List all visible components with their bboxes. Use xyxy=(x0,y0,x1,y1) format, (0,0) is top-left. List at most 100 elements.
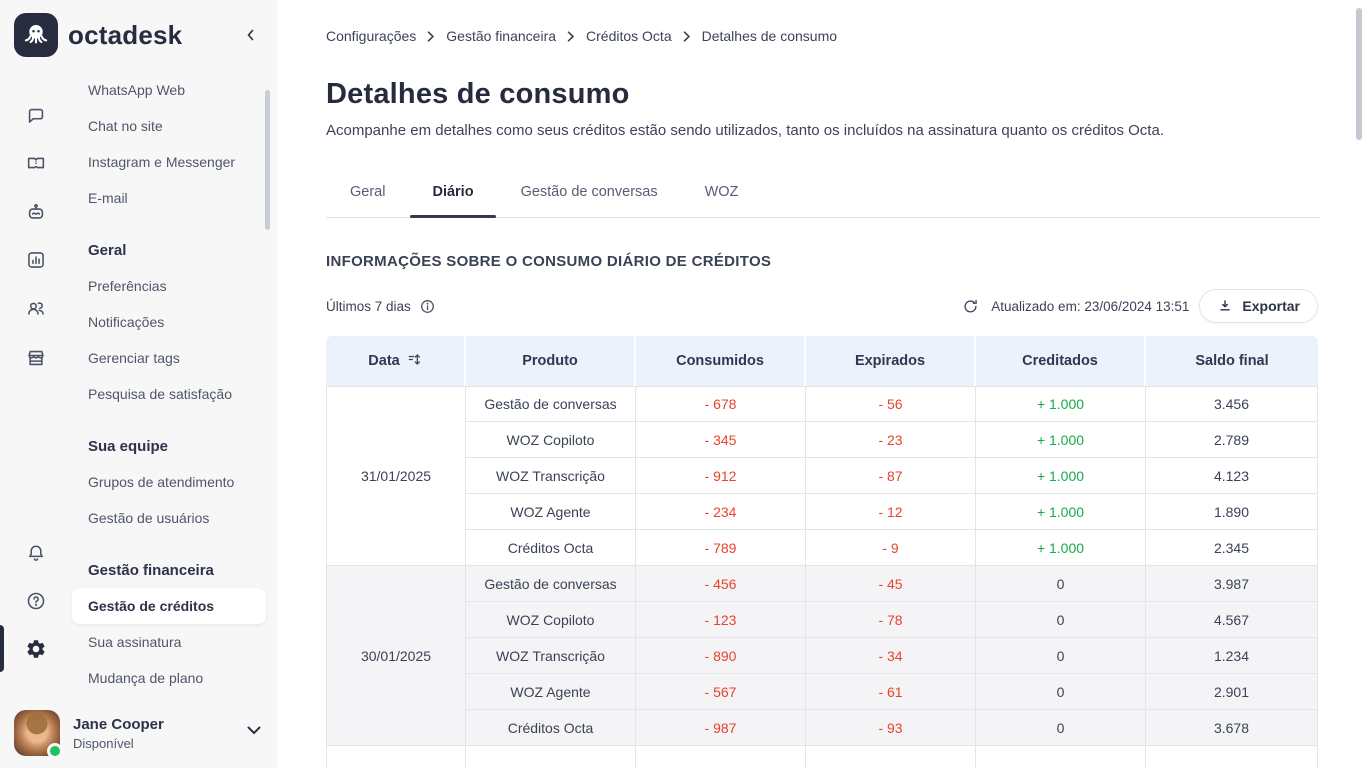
balance-cell: 1.890 xyxy=(1146,494,1318,530)
product-cell: WOZ Transcrição xyxy=(466,458,636,494)
sidebar-item[interactable]: WhatsApp Web xyxy=(88,82,186,98)
column-header-consumidos: Consumidos xyxy=(636,336,806,386)
balance-cell: 3.456 xyxy=(1146,386,1318,422)
sidebar-item[interactable]: Gestão de créditos xyxy=(72,588,266,624)
sidebar-item[interactable]: Notificações xyxy=(88,314,165,330)
consumed-cell: - 912 xyxy=(636,458,806,494)
chevron-down-icon[interactable] xyxy=(246,724,262,742)
sidebar-item[interactable]: Gerenciar tags xyxy=(88,350,180,366)
consumed-cell xyxy=(636,746,806,768)
nav-contacts-icon[interactable] xyxy=(25,297,47,319)
table-row: WOZ Agente - 234- 12 + 1.000 1.890 xyxy=(326,494,1318,530)
sidebar-item[interactable]: Mudança de plano xyxy=(88,670,204,686)
date-cell xyxy=(326,746,466,768)
table-row xyxy=(326,746,1318,768)
nav-chat-icon[interactable] xyxy=(25,105,47,127)
date-cell: 31/01/2025 xyxy=(326,386,466,566)
tab-diário[interactable]: Diário xyxy=(410,173,496,218)
sidebar-section-heading: Geral xyxy=(88,241,127,259)
sidebar-collapse-button[interactable] xyxy=(244,27,256,48)
product-cell: Gestão de conversas xyxy=(466,566,636,602)
expired-cell: - 9 xyxy=(806,530,976,566)
column-header-data[interactable]: Data xyxy=(326,336,466,386)
consumed-cell: - 987 xyxy=(636,710,806,746)
period-label: Últimos 7 dias xyxy=(326,298,436,315)
user-menu[interactable]: Jane Cooper Disponível xyxy=(0,698,278,768)
nav-store-icon[interactable] xyxy=(25,347,47,369)
balance-cell: 2.345 xyxy=(1146,530,1318,566)
expired-cell: - 87 xyxy=(806,458,976,494)
sidebar-section-heading: Sua equipe xyxy=(88,437,169,455)
breadcrumb-item[interactable]: Configurações xyxy=(326,28,417,44)
tab-gestão-de-conversas[interactable]: Gestão de conversas xyxy=(520,184,658,200)
credited-cell: 0 xyxy=(976,710,1146,746)
column-header-label: Data xyxy=(368,352,421,371)
user-status: Disponível xyxy=(73,735,134,751)
breadcrumb-separator-icon xyxy=(427,31,435,42)
credited-cell: + 1.000 xyxy=(976,458,1146,494)
column-header-label: Consumidos xyxy=(676,353,764,369)
table-row: Créditos Octa - 987- 93 0 3.678 xyxy=(326,710,1318,746)
nav-robot-icon[interactable] xyxy=(25,201,47,223)
consumed-cell: - 567 xyxy=(636,674,806,710)
sidebar-item[interactable]: Instagram e Messenger xyxy=(88,154,236,170)
product-cell: Créditos Octa xyxy=(466,710,636,746)
settings-menu: WhatsApp Web Chat no site Instagram e Mess… xyxy=(0,80,278,696)
table-row: WOZ Agente - 567- 61 0 2.901 xyxy=(326,674,1318,710)
balance-cell: 1.234 xyxy=(1146,638,1318,674)
sidebar-scrollbar[interactable] xyxy=(265,90,270,230)
credited-cell: 0 xyxy=(976,602,1146,638)
sidebar-item[interactable]: E-mail xyxy=(88,190,128,206)
expired-cell: - 12 xyxy=(806,494,976,530)
product-cell: WOZ Copiloto xyxy=(466,602,636,638)
balance-cell: 4.567 xyxy=(1146,602,1318,638)
status-dot xyxy=(47,743,63,759)
nav-ticket-icon[interactable] xyxy=(25,152,47,174)
page-title: Detalhes de consumo xyxy=(326,78,630,110)
consumed-cell: - 456 xyxy=(636,566,806,602)
sidebar: octadesk xyxy=(0,0,278,768)
octopus-icon xyxy=(24,25,48,44)
consumed-cell: - 789 xyxy=(636,530,806,566)
nav-reports-icon[interactable] xyxy=(25,249,47,271)
tab-woz[interactable]: WOZ xyxy=(704,184,739,200)
breadcrumb-item[interactable]: Créditos Octa xyxy=(586,28,672,44)
refresh-button[interactable] xyxy=(962,298,979,315)
balance-cell: 3.678 xyxy=(1146,710,1318,746)
product-cell xyxy=(466,746,636,768)
balance-cell: 3.987 xyxy=(1146,566,1318,602)
sidebar-item[interactable]: Pesquisa de satisfação xyxy=(88,386,232,402)
nav-help-icon[interactable] xyxy=(25,590,47,612)
table-row: WOZ Transcrição - 912- 87 + 1.000 4.123 xyxy=(326,458,1318,494)
expired-cell xyxy=(806,746,976,768)
sort-icon[interactable] xyxy=(407,352,422,371)
credited-cell: + 1.000 xyxy=(976,386,1146,422)
credited-cell: + 1.000 xyxy=(976,494,1146,530)
sidebar-section-heading: Gestão financeira xyxy=(88,561,214,579)
sidebar-item[interactable]: Gestão de usuários xyxy=(88,510,210,526)
breadcrumb-item[interactable]: Gestão financeira xyxy=(446,28,557,44)
sidebar-item[interactable]: Sua assinatura xyxy=(88,634,182,650)
breadcrumb-separator-icon xyxy=(683,31,691,42)
nav-notifications-icon[interactable] xyxy=(25,542,47,564)
column-header-label: Saldo final xyxy=(1195,353,1269,369)
balance-cell xyxy=(1146,746,1318,768)
consumed-cell: - 234 xyxy=(636,494,806,530)
main-scrollbar[interactable] xyxy=(1356,8,1362,140)
info-icon[interactable] xyxy=(419,298,436,315)
export-button[interactable]: Exportar xyxy=(1199,289,1318,323)
nav-settings-icon[interactable] xyxy=(25,638,47,660)
sidebar-menu-viewport: WhatsApp Web Chat no site Instagram e Mess… xyxy=(0,80,278,698)
sidebar-item[interactable]: Grupos de atendimento xyxy=(88,474,235,490)
sidebar-item[interactable]: Chat no site xyxy=(88,118,163,134)
avatar xyxy=(14,710,63,759)
table-row: WOZ Copiloto - 345- 23 + 1.000 2.789 xyxy=(326,422,1318,458)
table-container: Data Produto Consumidos Expirados Creditados… xyxy=(326,336,1318,768)
column-header-label: Creditados xyxy=(1022,353,1098,369)
tab-geral[interactable]: Geral xyxy=(350,184,386,200)
table-row: 30/01/2025 Gestão de conversas - 456- 45 0 3… xyxy=(326,566,1318,746)
breadcrumb-separator-icon xyxy=(567,31,575,42)
consumption-table: Data Produto Consumidos Expirados Creditados… xyxy=(326,336,1318,768)
sidebar-item[interactable]: Preferências xyxy=(88,278,167,294)
